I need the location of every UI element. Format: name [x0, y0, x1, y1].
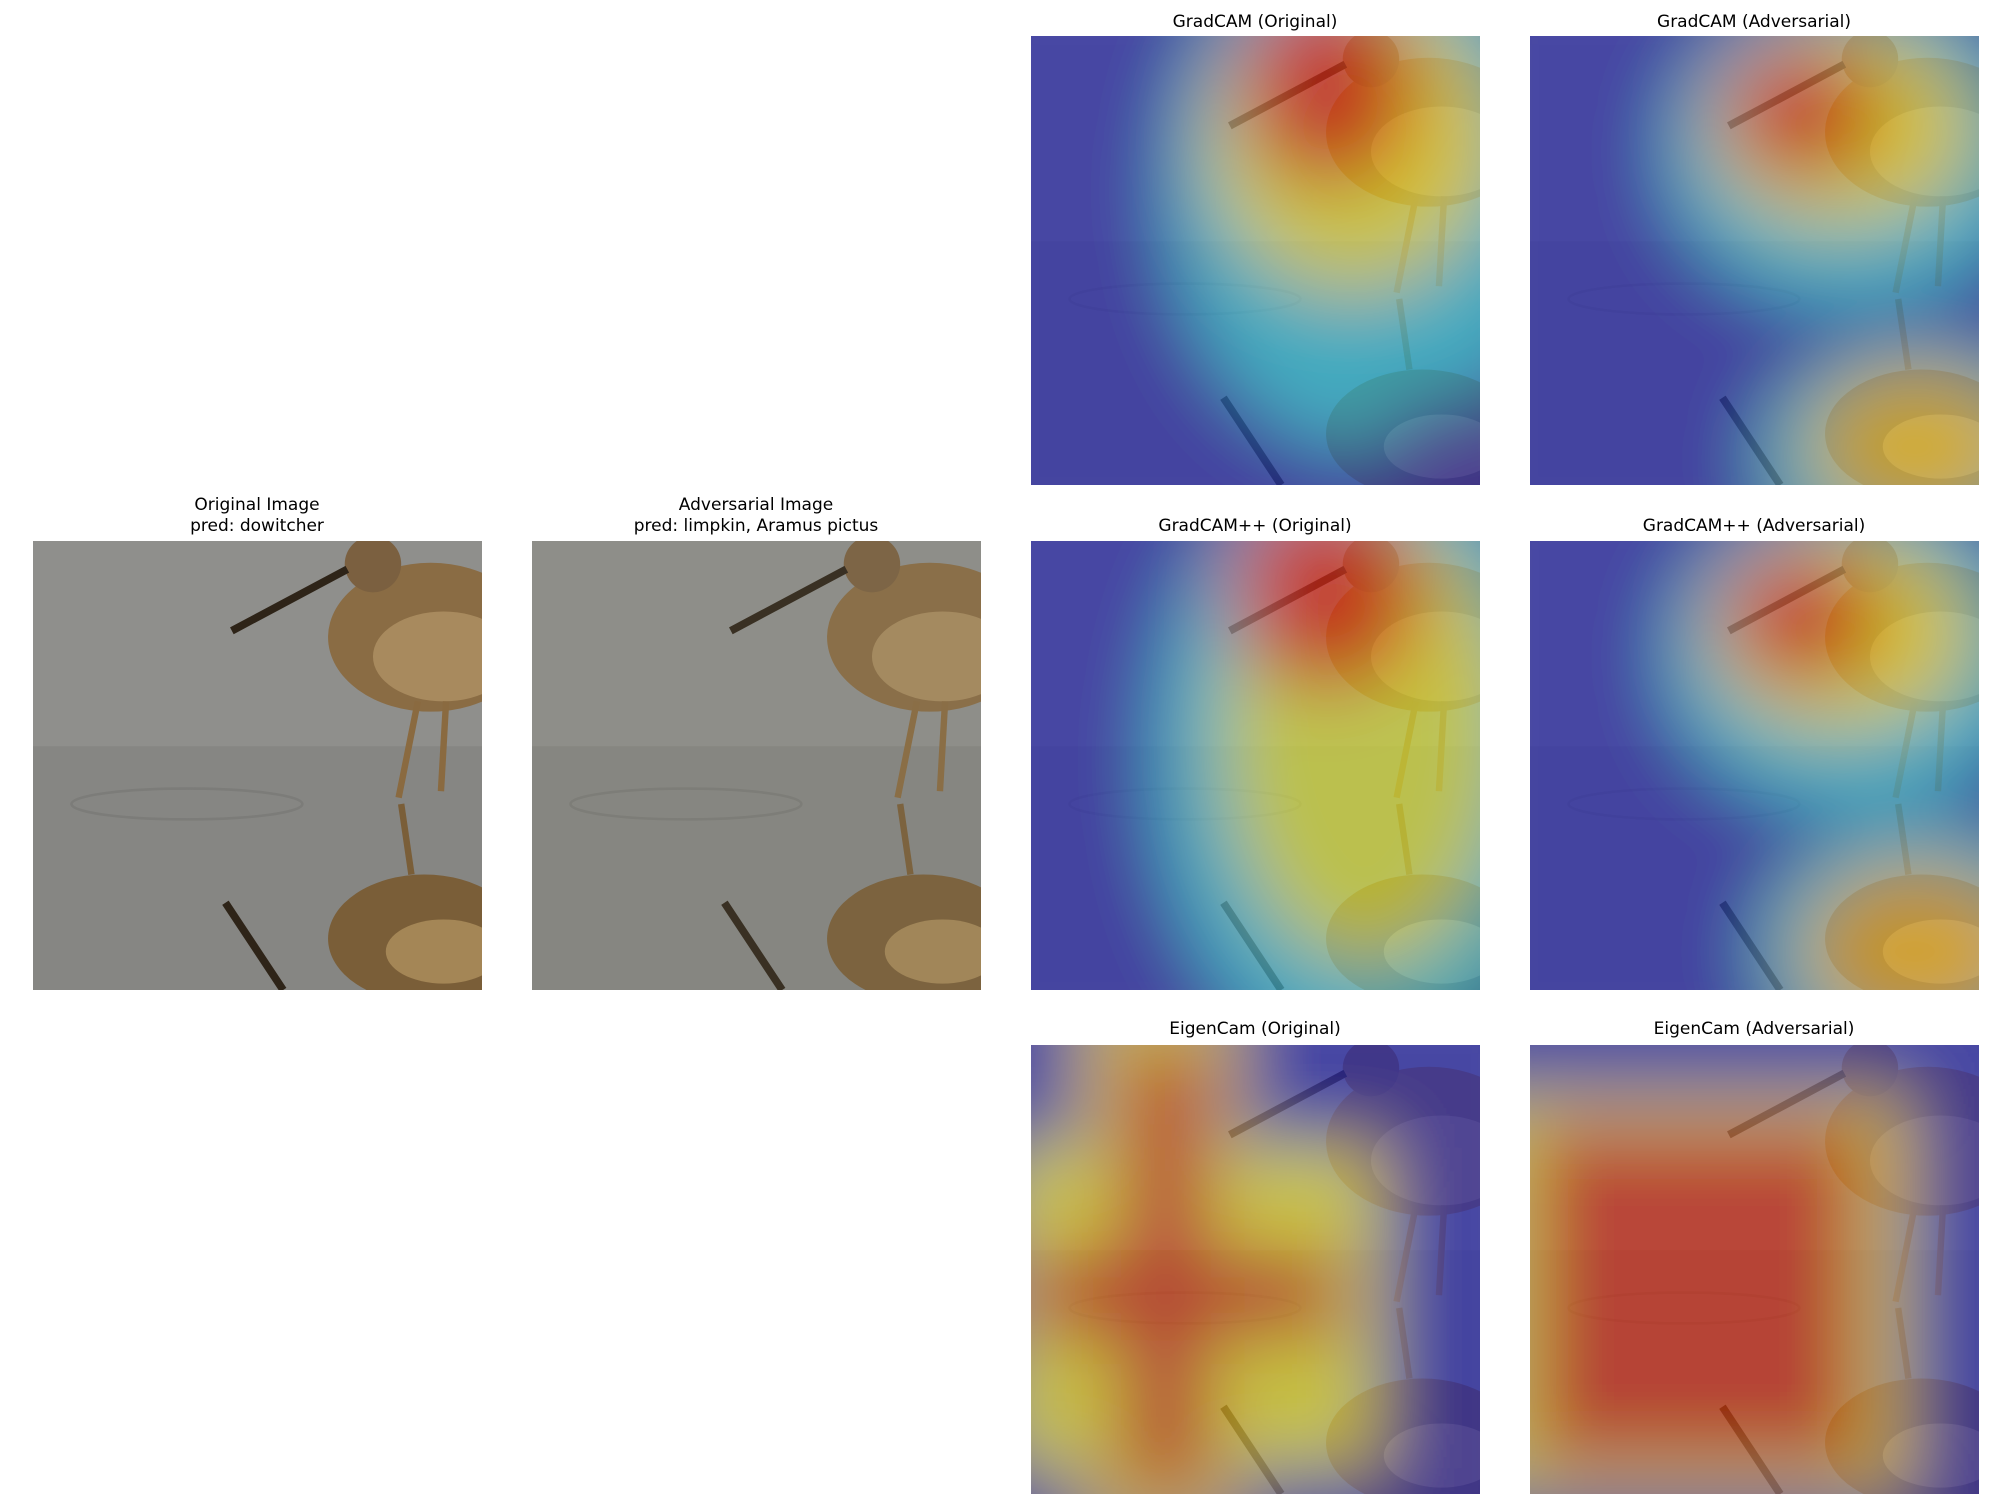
- title: Original Image pred: dowitcher Adversari…: [190, 12, 1865, 1039]
- gradcam-adversarial: [1530, 36, 1979, 485]
- panel-subtitle: pred: limpkin, Aramus pictus: [634, 516, 879, 536]
- panel-title: GradCAM++ (Adversarial): [1643, 516, 1865, 536]
- gradcampp-original: [1031, 541, 1480, 990]
- panel-title: Original Image: [194, 495, 319, 515]
- panel-title: EigenCam (Original): [1169, 1019, 1341, 1039]
- original-image: [33, 536, 533, 1003]
- panel-title: EigenCam (Adversarial): [1654, 1019, 1855, 1039]
- panel-title: GradCAM++ (Original): [1158, 516, 1351, 536]
- gradcam-original: [1031, 36, 1480, 485]
- panel-subtitle: pred: dowitcher: [190, 516, 324, 536]
- eigencam-adversarial: [1530, 1045, 1979, 1494]
- panel-title: GradCAM (Original): [1173, 12, 1338, 32]
- gradcampp-adversarial: [1530, 541, 1979, 990]
- eigencam-original: [1031, 1045, 1480, 1494]
- panel-title: GradCAM (Adversarial): [1657, 12, 1851, 32]
- adversarial-image: [532, 541, 981, 990]
- panel-title: Adversarial Image: [679, 495, 833, 515]
